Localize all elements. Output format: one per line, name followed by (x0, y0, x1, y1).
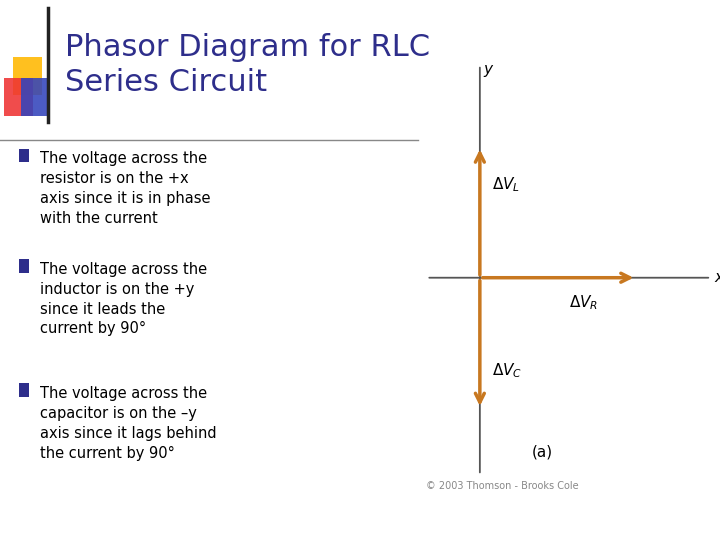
Text: Phasor Diagram for RLC
Series Circuit: Phasor Diagram for RLC Series Circuit (65, 33, 430, 97)
Text: $\Delta V_R$: $\Delta V_R$ (569, 293, 598, 312)
Text: © 2003 Thomson - Brooks Cole: © 2003 Thomson - Brooks Cole (426, 481, 579, 491)
Bar (12, 57, 42, 94)
Text: $\Delta V_L$: $\Delta V_L$ (492, 176, 521, 194)
Bar (4, 78, 33, 116)
Bar (21, 78, 50, 116)
Bar (19, 259, 30, 273)
Text: The voltage across the
capacitor is on the –y
axis since it lags behind
the curr: The voltage across the capacitor is on t… (40, 386, 216, 461)
Text: x: x (715, 270, 720, 285)
Bar (19, 383, 30, 397)
Text: The voltage across the
resistor is on the +x
axis since it is in phase
with the : The voltage across the resistor is on th… (40, 151, 210, 226)
Text: The voltage across the
inductor is on the +y
since it leads the
current by 90°: The voltage across the inductor is on th… (40, 262, 207, 336)
Bar (19, 148, 30, 162)
Text: y: y (483, 62, 492, 77)
Text: (a): (a) (531, 445, 553, 460)
Text: $\Delta V_C$: $\Delta V_C$ (492, 361, 523, 380)
